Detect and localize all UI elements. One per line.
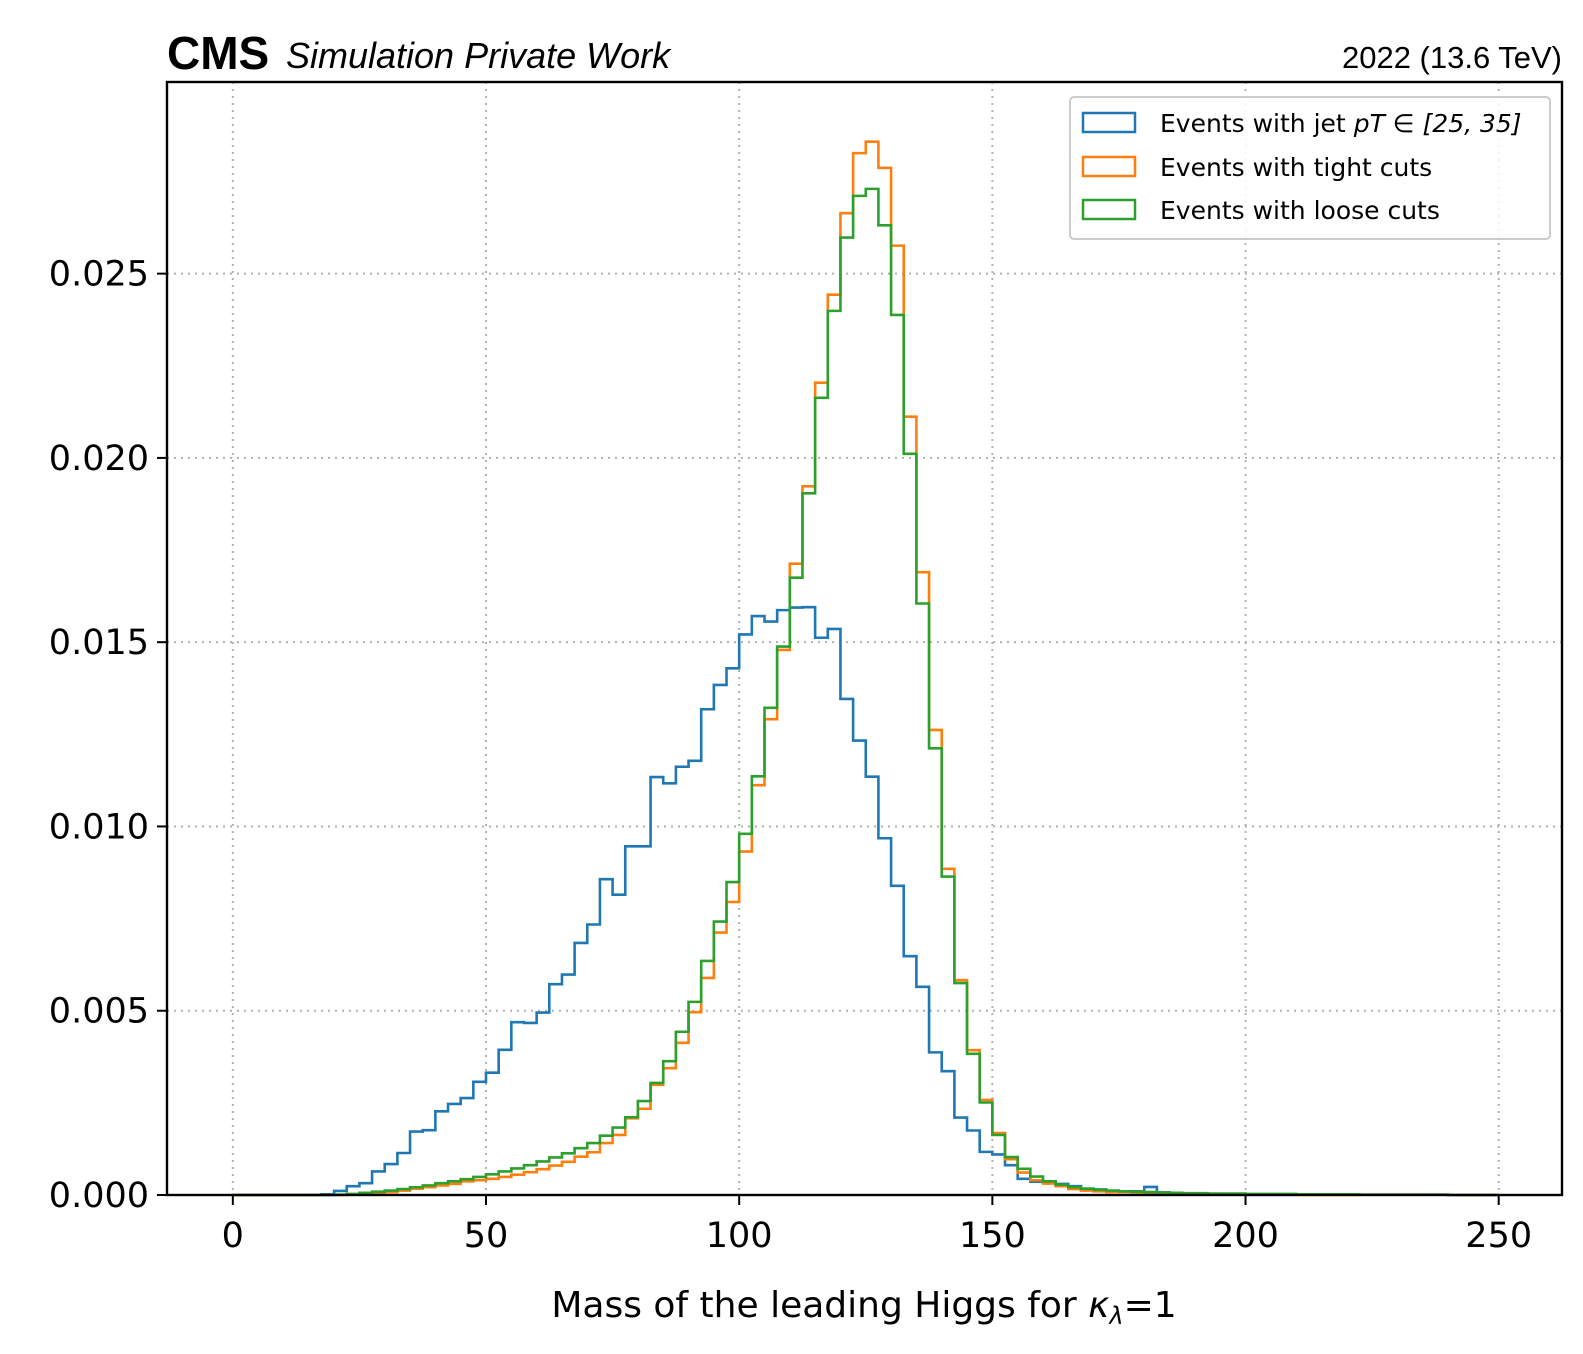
series-line-0 xyxy=(232,605,1499,1197)
x-tick-label: 0 xyxy=(222,1216,244,1256)
y-tick-label: 0.015 xyxy=(49,623,149,663)
legend-swatch-tight xyxy=(1081,155,1137,178)
legend-frame xyxy=(1069,96,1551,240)
cms-extra-label: Simulation Private Work xyxy=(286,35,672,76)
y-tick-label: 0.020 xyxy=(49,439,149,479)
legend-swatch-jet xyxy=(1081,111,1137,134)
legend-label-jet: Events with jet pT ∈ [25, 35] xyxy=(1160,109,1522,138)
grid xyxy=(167,82,1562,1196)
series-group xyxy=(232,140,1499,1197)
y-tick-label: 0.005 xyxy=(49,992,149,1032)
x-tick-label: 150 xyxy=(959,1216,1026,1256)
plot-frame xyxy=(165,80,1564,1197)
legend-label-jet-math: pT ∈ [25, 35] xyxy=(1353,109,1522,138)
series-line-1 xyxy=(232,140,1499,1197)
legend-swatch-loose xyxy=(1081,198,1137,221)
y-tick-label: 0.000 xyxy=(49,1176,149,1216)
x-axis-label-prefix: Mass of the leading Higgs for xyxy=(551,1285,1088,1326)
x-tick-label: 100 xyxy=(706,1216,773,1256)
lumi-label: 2022 (13.6 TeV) xyxy=(1342,40,1562,75)
series-line-2 xyxy=(232,187,1499,1197)
x-axis-label-suffix: =1 xyxy=(1124,1285,1177,1326)
x-axis-label-symbol: κ xyxy=(1088,1285,1110,1326)
x-axis-label: Mass of the leading Higgs for κλ=1 xyxy=(551,1285,1176,1330)
x-tick-label: 50 xyxy=(464,1216,509,1256)
axis-ticks: 0 50 100 150 200 250 0.000 0.005 0.010 0.015 0.020… xyxy=(49,255,1532,1256)
cms-label: CMS xyxy=(167,27,269,79)
x-tick-label: 200 xyxy=(1212,1216,1279,1256)
legend-label-tight: Events with tight cuts xyxy=(1160,153,1432,182)
x-tick-label: 250 xyxy=(1465,1216,1532,1256)
y-tick-label: 0.025 xyxy=(49,255,149,295)
legend-label-loose: Events with loose cuts xyxy=(1160,196,1440,225)
legend: Events with jet pT ∈ [25, 35] Events with… xyxy=(1069,96,1551,240)
legend-label-jet-name: Events with jet xyxy=(1160,109,1346,138)
y-tick-label: 0.010 xyxy=(49,807,149,847)
x-axis-label-sub: λ xyxy=(1107,1302,1123,1330)
